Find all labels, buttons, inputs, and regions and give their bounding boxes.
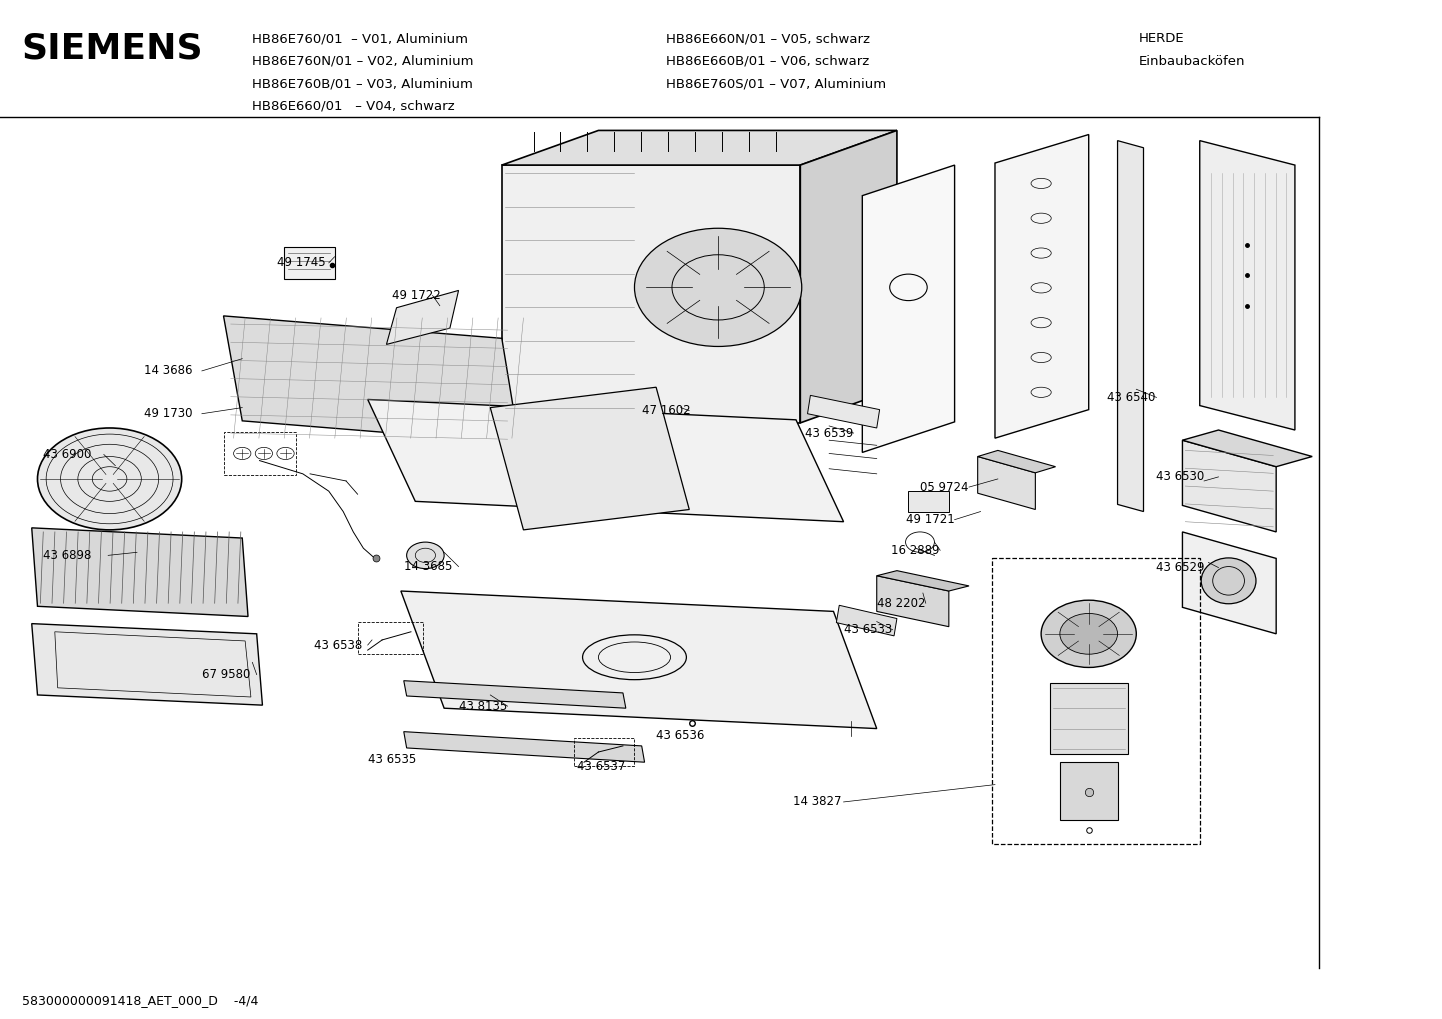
Text: 43 6538: 43 6538 (314, 639, 362, 651)
Text: 49 1721: 49 1721 (906, 514, 955, 526)
Text: 43 6898: 43 6898 (43, 549, 92, 561)
Text: 43 6539: 43 6539 (805, 427, 854, 439)
Polygon shape (800, 130, 897, 423)
Polygon shape (490, 387, 689, 530)
Text: 43 6535: 43 6535 (368, 753, 415, 765)
Text: 49 1730: 49 1730 (144, 408, 193, 420)
Polygon shape (877, 571, 969, 591)
Polygon shape (877, 576, 949, 627)
Polygon shape (1060, 762, 1118, 820)
Polygon shape (808, 395, 880, 428)
Ellipse shape (1201, 558, 1256, 603)
Text: HB86E660/01   – V04, schwarz: HB86E660/01 – V04, schwarz (252, 100, 456, 112)
Polygon shape (502, 130, 897, 165)
Polygon shape (386, 290, 459, 344)
Text: 14 3685: 14 3685 (404, 560, 453, 573)
Text: HB86E760N/01 – V02, Aluminium: HB86E760N/01 – V02, Aluminium (252, 55, 474, 67)
Text: 43 6530: 43 6530 (1156, 471, 1204, 483)
Polygon shape (32, 528, 248, 616)
Polygon shape (1200, 141, 1295, 430)
Circle shape (407, 542, 444, 569)
Text: 583000000091418_AET_000_D    -4/4: 583000000091418_AET_000_D -4/4 (22, 995, 258, 1007)
Polygon shape (401, 591, 877, 729)
Polygon shape (404, 681, 626, 708)
Text: HB86E760/01  – V01, Aluminium: HB86E760/01 – V01, Aluminium (252, 33, 469, 45)
Text: 14 3686: 14 3686 (144, 365, 193, 377)
Text: 43 8135: 43 8135 (459, 700, 506, 712)
Polygon shape (284, 247, 335, 279)
Polygon shape (368, 399, 844, 522)
Text: 49 1722: 49 1722 (392, 289, 441, 302)
Text: 49 1745: 49 1745 (277, 257, 326, 269)
Text: 47 1602: 47 1602 (642, 405, 691, 417)
Polygon shape (862, 165, 955, 452)
Circle shape (634, 228, 802, 346)
Polygon shape (995, 135, 1089, 438)
Polygon shape (836, 605, 897, 636)
Circle shape (1041, 600, 1136, 667)
Text: 67 9580: 67 9580 (202, 668, 251, 681)
Text: 43 6537: 43 6537 (577, 760, 626, 772)
Polygon shape (978, 457, 1035, 510)
Polygon shape (224, 316, 519, 443)
Text: SIEMENS: SIEMENS (22, 32, 203, 66)
Polygon shape (1118, 141, 1144, 512)
Polygon shape (551, 450, 652, 476)
Text: Einbaubacköfen: Einbaubacköfen (1139, 55, 1246, 67)
Text: 43 6540: 43 6540 (1107, 391, 1156, 404)
Text: 43 6533: 43 6533 (844, 624, 891, 636)
Text: HB86E760S/01 – V07, Aluminium: HB86E760S/01 – V07, Aluminium (666, 77, 887, 90)
Text: 43 6536: 43 6536 (656, 730, 705, 742)
Polygon shape (1050, 683, 1128, 754)
Polygon shape (1182, 532, 1276, 634)
Bar (224, 432, 296, 475)
Polygon shape (1182, 440, 1276, 532)
Polygon shape (978, 450, 1056, 473)
Circle shape (37, 428, 182, 530)
Text: HB86E660N/01 – V05, schwarz: HB86E660N/01 – V05, schwarz (666, 33, 870, 45)
Text: HB86E760B/01 – V03, Aluminium: HB86E760B/01 – V03, Aluminium (252, 77, 473, 90)
Polygon shape (32, 624, 262, 705)
Text: 43 6900: 43 6900 (43, 448, 92, 461)
Text: 48 2202: 48 2202 (877, 597, 926, 609)
Circle shape (1060, 613, 1118, 654)
Text: HERDE: HERDE (1139, 33, 1185, 45)
Polygon shape (502, 165, 800, 423)
Text: 43 6529: 43 6529 (1156, 561, 1206, 574)
Text: 16 2889: 16 2889 (891, 544, 940, 556)
Bar (358, 622, 423, 654)
Polygon shape (404, 732, 645, 762)
Bar (908, 491, 949, 512)
Text: 14 3827: 14 3827 (793, 796, 842, 808)
Bar (574, 738, 634, 766)
Polygon shape (1182, 430, 1312, 467)
Text: 05 9724: 05 9724 (920, 481, 969, 493)
Text: HB86E660B/01 – V06, schwarz: HB86E660B/01 – V06, schwarz (666, 55, 870, 67)
